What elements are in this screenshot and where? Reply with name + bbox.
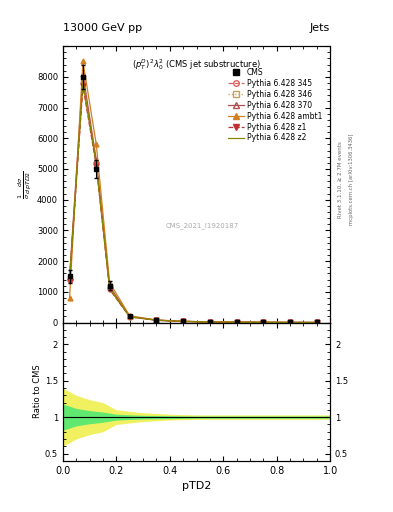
Text: Rivet 3.1.10, ≥ 2.7M events: Rivet 3.1.10, ≥ 2.7M events [338, 141, 342, 218]
Text: 13000 GeV pp: 13000 GeV pp [63, 23, 142, 33]
Legend: CMS, Pythia 6.428 345, Pythia 6.428 346, Pythia 6.428 370, Pythia 6.428 ambt1, P: CMS, Pythia 6.428 345, Pythia 6.428 346,… [227, 67, 323, 144]
Y-axis label: $\frac{1}{\sigma}\frac{d\sigma}{d\,pTD2}$: $\frac{1}{\sigma}\frac{d\sigma}{d\,pTD2}… [17, 170, 34, 199]
Text: Jets: Jets [310, 23, 330, 33]
Text: mcplots.cern.ch [arXiv:1306.3436]: mcplots.cern.ch [arXiv:1306.3436] [349, 134, 354, 225]
Y-axis label: Ratio to CMS: Ratio to CMS [33, 365, 42, 418]
Text: CMS_2021_I1920187: CMS_2021_I1920187 [165, 222, 239, 229]
X-axis label: pTD2: pTD2 [182, 481, 211, 491]
Text: $(p_T^D)^2\lambda_0^2$ (CMS jet substructure): $(p_T^D)^2\lambda_0^2$ (CMS jet substruc… [132, 57, 261, 72]
